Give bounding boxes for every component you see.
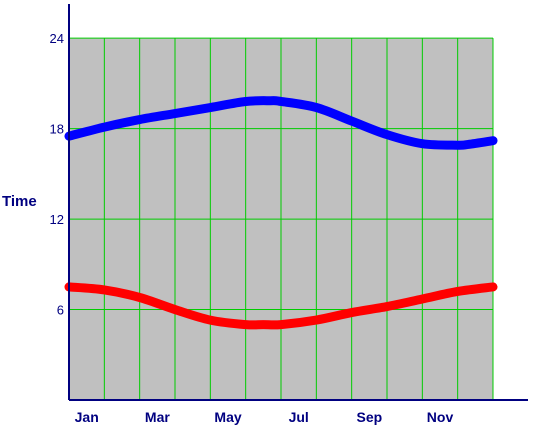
series-layer [64,96,498,330]
grid [68,37,494,400]
x-tick-label: Mar [145,409,170,425]
x-tick-label: Jul [289,409,309,425]
y-tick-label: 6 [57,303,64,318]
y-tick-label: 12 [50,212,64,227]
x-tick-label: Jan [75,409,99,425]
x-tick-labels: Jan Mar May Jul Sep Nov [75,409,454,425]
x-tick-label: May [214,409,241,425]
series-line-1 [64,96,498,150]
y-tick-labels: 6 12 18 24 [50,31,64,317]
y-tick-label: 18 [50,122,64,137]
axes [68,4,528,401]
y-axis-label: Time [2,193,37,210]
x-tick-label: Nov [427,409,454,425]
y-tick-label: 24 [50,31,64,46]
x-tick-label: Sep [357,409,383,425]
series-line-2 [64,282,498,330]
